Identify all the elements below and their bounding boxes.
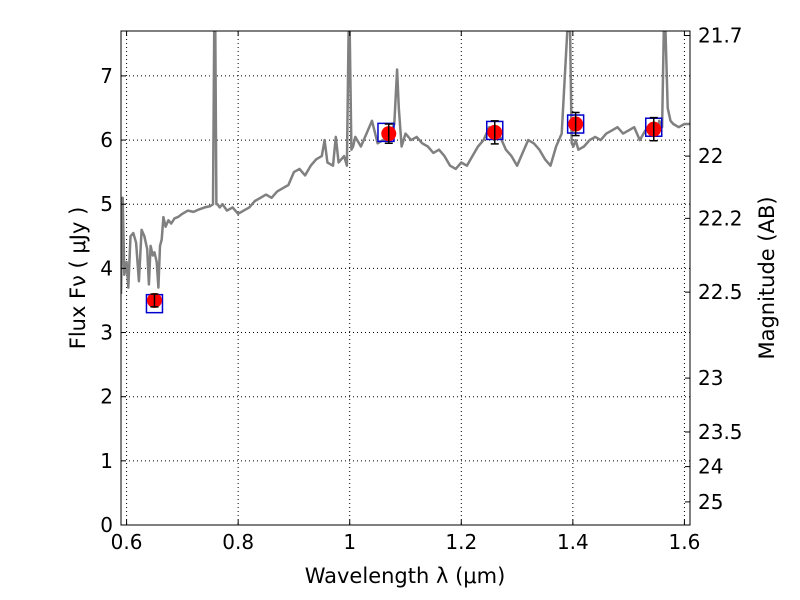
x-tick-label: 1 [343,530,356,554]
plot-background [121,31,690,525]
spectrum-line [121,31,690,295]
y-tick-label: 4 [100,256,113,280]
right-tick-label: 22.2 [698,206,743,230]
y-tick-label: 1 [100,449,113,473]
plot-frame [120,30,691,526]
right-tick-label: 23 [698,366,723,390]
right-tick-label: 23.5 [698,420,743,444]
right-axis-label: Magnitude (AB) [755,196,779,359]
x-tick-label: 1.4 [557,530,589,554]
x-tick-label: 1.6 [669,530,701,554]
right-tick-label: 25 [698,490,723,514]
right-tick-label: 24 [698,455,723,479]
y-ticks: 0 1 2 3 4 5 6 7 [100,64,126,537]
right-tick-label: 22 [698,144,723,168]
photometry-points [145,111,663,314]
x-ticks: 0.6 0.8 1 1.2 1.4 1.6 [111,31,701,554]
x-tick-label: 1.2 [445,530,477,554]
right-tick-label: 21.7 [698,23,743,47]
y-tick-label: 5 [100,192,113,216]
spectrum-series [121,31,690,295]
right-tick-label: 22.5 [698,280,743,304]
y-tick-label: 0 [100,513,113,537]
y-tick-label: 6 [100,128,113,152]
y-tick-label: 7 [100,64,113,88]
x-axis-label: Wavelength λ (μm) [305,564,506,588]
y-axis-label: Flux Fν ( μJy ) [66,207,90,350]
x-tick-label: 0.6 [111,530,143,554]
y-tick-label: 3 [100,321,113,345]
right-ticks: 21.7 22 22.2 22.5 23 23.5 24 25 [685,23,743,514]
x-tick-label: 0.8 [222,530,254,554]
y-tick-label: 2 [100,385,113,409]
